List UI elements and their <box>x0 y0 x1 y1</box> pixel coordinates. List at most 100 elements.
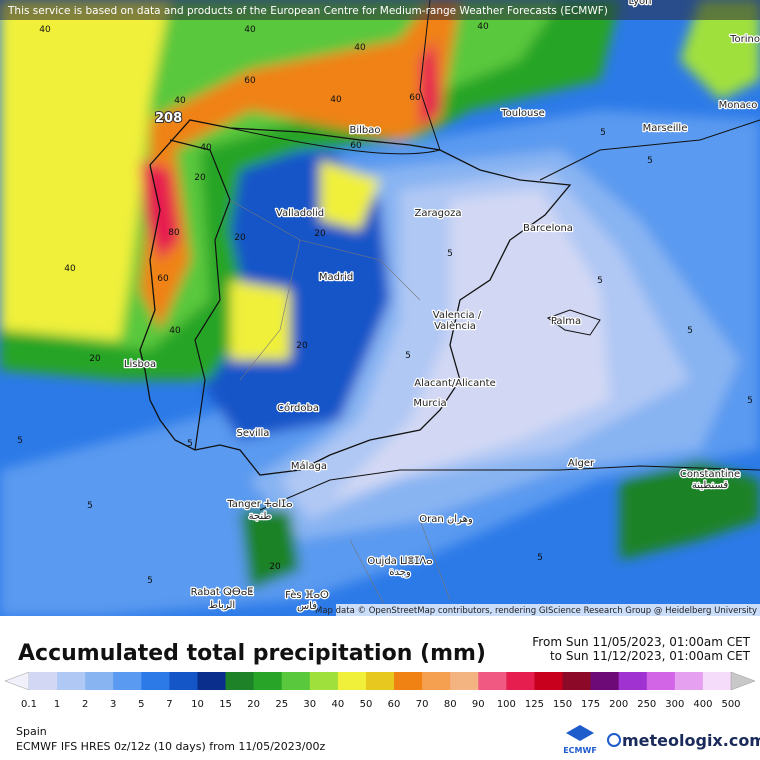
colorbar-cell <box>674 672 704 690</box>
colorbar-label: 0.1 <box>21 699 37 710</box>
city-label: València <box>434 320 476 332</box>
colorbar-cell <box>562 672 592 690</box>
max-label: 208 <box>155 111 182 126</box>
contour-label: 20 <box>269 562 281 572</box>
city-label: Constantine <box>680 469 740 480</box>
colorbar-cell <box>225 672 255 690</box>
contour-label: 60 <box>244 76 256 86</box>
contour-label: 20 <box>296 341 308 351</box>
city-labels: Lyon Torino Monaco Toulouse Marseille Bilbao V… <box>123 0 760 613</box>
banner-bg <box>0 0 760 20</box>
colorbar-label: 60 <box>388 699 401 710</box>
contour-label: 5 <box>537 553 543 563</box>
colorbar-label: 200 <box>609 699 628 710</box>
colorbar-cell <box>506 672 535 690</box>
colorbar-label: 2 <box>82 699 88 710</box>
date-from: From Sun 11/05/2023, 01:00am CET <box>532 635 750 649</box>
city-label: Oujda ⵡⴻⵊⴷⴰ <box>367 556 432 567</box>
colorbar-label: 25 <box>275 699 288 710</box>
contour-label: 5 <box>17 436 23 446</box>
colorbar-cell <box>57 672 86 690</box>
ecmwf-logo: ECMWF <box>563 746 597 755</box>
city-label: Córdoba <box>277 402 319 414</box>
city-label: Torino <box>729 34 760 45</box>
city-label: Monaco <box>719 100 758 111</box>
contour-label: 20 <box>89 354 101 364</box>
colorbar-cell <box>422 672 451 690</box>
contour-label: 5 <box>447 249 453 259</box>
city-label: Lyon <box>628 0 651 7</box>
colorbar-cell <box>29 672 58 690</box>
city-label: Málaga <box>291 460 327 472</box>
city-label: Toulouse <box>500 108 544 119</box>
colorbar-label: 175 <box>581 699 600 710</box>
region: Spain <box>16 725 47 738</box>
contour-label: 5 <box>405 351 411 361</box>
colorbar-label: 400 <box>693 699 712 710</box>
colorbar-label: 7 <box>166 699 172 710</box>
banner: This service is based on data and produc… <box>7 5 608 17</box>
city-label: قسنطينة <box>692 480 729 491</box>
colorbar-label: 70 <box>416 699 429 710</box>
contour-label: 20 <box>234 233 246 243</box>
colorbar-cell <box>365 672 395 690</box>
colorbar-cell <box>197 672 227 690</box>
contour-label: 60 <box>350 141 362 151</box>
contour-label: 20 <box>314 229 326 239</box>
colorbar-label: 1 <box>54 699 60 710</box>
contour-labels: 40 40 40 40 40 40 40 40 40 60 60 60 60 80 20 20 20 20 20 20… <box>17 22 753 586</box>
contour-label: 40 <box>330 95 342 105</box>
city-label: Marseille <box>643 123 688 134</box>
title: Accumulated total precipitation (mm) <box>18 641 486 666</box>
date-to: to Sun 11/12/2023, 01:00am CET <box>550 649 751 663</box>
city-label: طنجة <box>249 511 272 522</box>
city-label: الرباط <box>209 600 235 611</box>
colorbar-label: 30 <box>303 699 316 710</box>
city-label: Rabat ⵕⴱⴰⵟ <box>191 587 254 598</box>
map: This service is based on data and produc… <box>0 0 760 617</box>
colorbar-cell <box>169 672 198 690</box>
colorbar-label: 10 <box>191 699 204 710</box>
contour-label: 40 <box>244 25 256 35</box>
contour-label: 5 <box>597 276 603 286</box>
city-label: Sevilla <box>237 428 270 439</box>
colorbar-cell <box>478 672 507 690</box>
colorbar-cell <box>534 672 564 690</box>
contour-label: 60 <box>409 93 421 103</box>
colorbar-label: 300 <box>665 699 684 710</box>
colorbar-label: 125 <box>525 699 544 710</box>
model: ECMWF IFS HRES 0z/12z (10 days) from 11/… <box>16 740 326 753</box>
colorbar-cell <box>337 672 367 690</box>
contour-label: 5 <box>87 501 93 511</box>
brand: meteologix.com <box>622 731 760 750</box>
city-label: Lisboa <box>124 359 156 370</box>
colorbar-cell <box>113 672 142 690</box>
contour-label: 5 <box>647 156 653 166</box>
colorbar-cell <box>450 672 479 690</box>
contour-label: 40 <box>64 264 76 274</box>
contour-label: 40 <box>200 143 212 153</box>
contour-label: 80 <box>168 228 180 238</box>
coastline <box>139 119 572 476</box>
colorbar: 0.1 1 2 3 5 7 10 15 20 25 30 40 50 60 70 80 90 100 125 150 1… <box>4 671 756 710</box>
contour-label: 40 <box>169 326 181 336</box>
city-label: Murcia <box>413 398 446 409</box>
colorbar-cell <box>253 672 283 690</box>
colorbar-cell <box>618 672 648 690</box>
city-label: Valencia / <box>433 310 482 321</box>
colorbar-label: 50 <box>360 699 373 710</box>
colorbar-cell <box>590 672 620 690</box>
city-label: Oran وهران <box>419 514 473 525</box>
contour-label: 20 <box>194 173 206 183</box>
city-label: Palma <box>551 316 581 327</box>
colorbar-cell <box>394 672 423 690</box>
city-label: Alger <box>568 458 595 469</box>
border <box>169 139 231 451</box>
attribution: Map data © OpenStreetMap contributors, r… <box>315 606 757 616</box>
contour-label: 40 <box>354 43 366 53</box>
contour-label: 60 <box>157 274 169 284</box>
city-label: Tanger ⵜⴰⵏⵊⴰ <box>226 499 292 510</box>
city-label: Madrid <box>319 272 353 283</box>
colorbar-label: 150 <box>553 699 572 710</box>
